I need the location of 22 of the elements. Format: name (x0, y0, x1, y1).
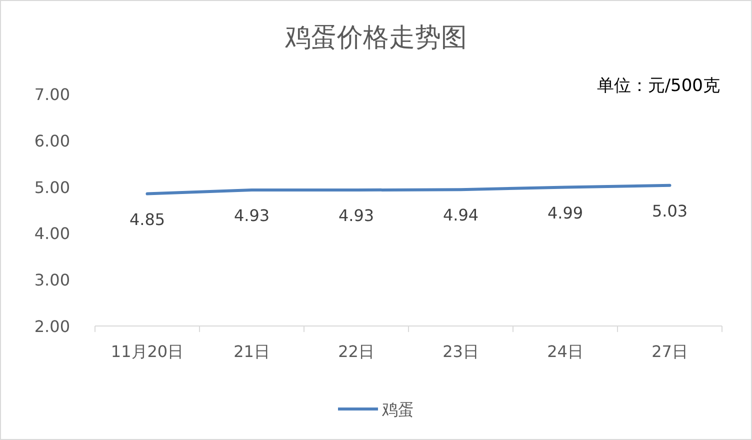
data-label: 4.94 (442, 206, 479, 225)
x-tick-label: 11月20日 (110, 342, 184, 361)
y-tick-label: 2.00 (34, 317, 70, 336)
y-tick-label: 5.00 (34, 178, 70, 197)
y-tick-label: 4.00 (34, 224, 70, 244)
data-label: 4.99 (547, 203, 584, 222)
y-tick-label: 7.00 (34, 85, 70, 104)
x-tick-label: 23日 (442, 342, 479, 361)
x-tick-label: 21日 (234, 342, 270, 361)
y-tick-label: 6.00 (34, 131, 70, 150)
data-label: 5.03 (652, 201, 688, 220)
legend-label: 鸡蛋 (381, 400, 414, 419)
x-tick-label: 27日 (652, 342, 688, 361)
x-tick-label: 24日 (547, 342, 584, 361)
line-series (146, 184, 672, 196)
data-label: 4.85 (129, 210, 166, 229)
y-tick-label: 3.00 (34, 270, 70, 290)
data-label: 4.93 (338, 206, 374, 226)
annotation: 单位：元/500克 (596, 76, 720, 96)
data-label: 4.93 (234, 206, 270, 226)
chart-title: 鸡蛋价格走势图 (284, 23, 467, 53)
x-tick-label: 22日 (338, 342, 374, 361)
